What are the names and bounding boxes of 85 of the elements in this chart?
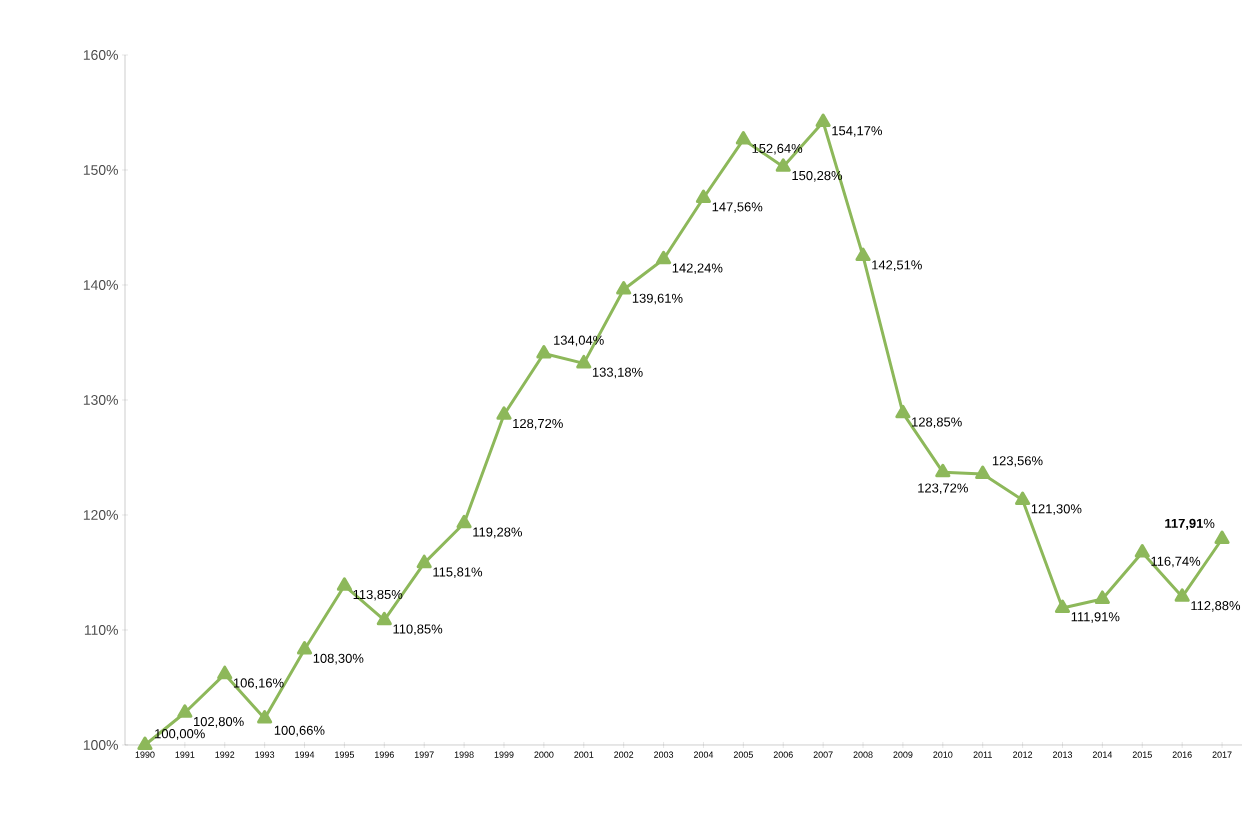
x-tick-label: 2007: [813, 751, 833, 758]
data-label: 115,81%: [433, 567, 483, 579]
x-tick-label: 1995: [335, 751, 355, 758]
data-label: 108,30%: [313, 653, 364, 665]
y-tick-label: 140%: [83, 280, 118, 290]
point: [456, 514, 472, 529]
point: [576, 354, 592, 369]
annotation: 100,66%: [274, 725, 325, 737]
x-tick-label: 2000: [534, 751, 554, 758]
data-label: 128,72%: [513, 418, 563, 430]
x-tick-label: 2009: [893, 751, 913, 758]
data-label: 106,16%: [233, 678, 284, 690]
x-tick-label: 1991: [175, 751, 195, 758]
x-tick-label: 1990: [135, 751, 155, 758]
x-tick-label: 2016: [1172, 751, 1192, 758]
point: [735, 131, 751, 145]
point: [1174, 588, 1190, 602]
point: [815, 113, 831, 128]
x-tick-label: 1993: [255, 751, 275, 758]
point: [1054, 599, 1071, 614]
point: [616, 280, 632, 295]
point: [855, 247, 871, 262]
x-tick-label: 1999: [494, 751, 514, 758]
data-label: 111,91%: [1071, 612, 1120, 623]
x-tick-label: 2002: [614, 751, 634, 758]
x-tick-label: 2001: [574, 751, 594, 758]
point: [376, 611, 392, 626]
y-tick-label: 110%: [84, 625, 118, 635]
x-tick-label: 2008: [853, 751, 873, 758]
x-tick-label: 2013: [1052, 751, 1073, 758]
point: [416, 554, 432, 569]
x-tick-label: 2003: [654, 751, 674, 758]
x-tick-label: 1997: [414, 751, 434, 758]
point: [656, 250, 672, 265]
data-label: 139,61%: [632, 293, 683, 305]
data-label: 123,72%: [918, 483, 968, 495]
data-label: 147,56%: [712, 202, 763, 213]
data-label: 121,30%: [1031, 504, 1082, 515]
point: [496, 406, 512, 420]
x-tick-label: 2006: [773, 751, 793, 758]
y-tick-label: 130%: [83, 395, 118, 405]
x-tick-label: 2012: [1013, 751, 1033, 758]
point: [895, 404, 911, 419]
data-label: 128,85%: [912, 417, 962, 429]
x-tick-label: 1998: [454, 751, 474, 758]
data-label: 154,17%: [832, 126, 882, 137]
y-tick-label: 120%: [83, 510, 118, 520]
data-label: 112,88%: [1191, 601, 1241, 612]
point: [296, 641, 313, 655]
data-label: 102,80%: [194, 716, 244, 728]
y-tick-label: 100%: [83, 740, 118, 750]
point: [257, 710, 273, 724]
point: [1094, 590, 1110, 604]
x-tick-label: 1996: [375, 751, 394, 758]
y-tick-label: 160%: [83, 50, 118, 60]
data-label: 117,91%: [1165, 518, 1215, 530]
point: [536, 345, 552, 359]
data-label: 133,18%: [592, 367, 643, 379]
point: [1015, 491, 1031, 506]
x-tick-label: 2015: [1132, 751, 1152, 758]
point: [975, 465, 991, 480]
point: [336, 577, 352, 591]
x-tick-label: 2010: [933, 751, 953, 758]
x-tick-label: 2011: [973, 751, 992, 758]
point: [217, 665, 233, 680]
data-label: 119,28%: [473, 527, 523, 539]
x-tick-label: 2004: [693, 751, 714, 758]
x-tick-label: 2014: [1092, 751, 1113, 758]
point: [935, 463, 951, 478]
y-tick-label: 150%: [83, 165, 118, 175]
data-label: 116,74%: [1151, 556, 1201, 568]
point: [1214, 530, 1230, 545]
data-label: 142,24%: [672, 263, 723, 275]
point: [177, 704, 193, 718]
point: [695, 189, 712, 204]
point: [1134, 543, 1150, 558]
point: [137, 736, 153, 750]
data-label: 123,56%: [992, 456, 1043, 467]
x-tick-label: 2005: [733, 751, 753, 758]
x-tick-label: 1994: [295, 751, 315, 758]
data-label: 110,85%: [393, 624, 443, 636]
x-tick-label: 1992: [215, 751, 235, 758]
data-label: 142,51%: [872, 260, 922, 272]
point: [775, 158, 791, 172]
x-tick-label: 2017: [1212, 751, 1232, 758]
